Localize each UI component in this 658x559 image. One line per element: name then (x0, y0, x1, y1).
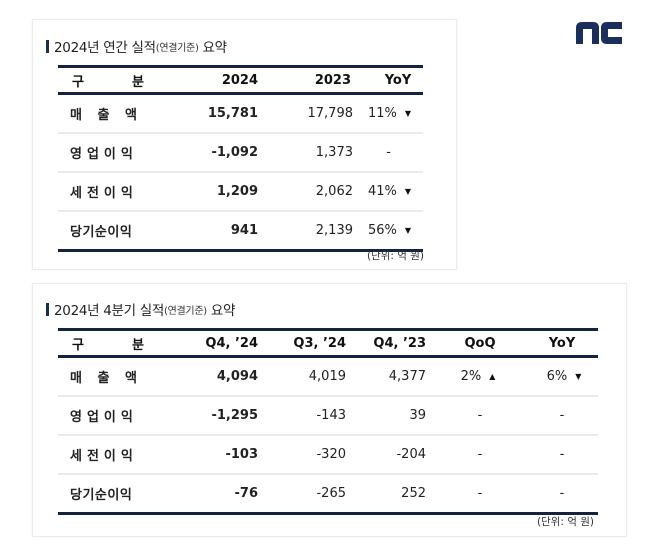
row-label: 매 출 액 (58, 93, 158, 134)
header-q4-24: Q4, ’24 (158, 328, 258, 358)
table-row: 영업이익 -1,295 -143 39 - - (58, 396, 598, 436)
down-arrow-icon: ▼ (404, 226, 411, 235)
unit-note: (단위: 억 원) (536, 516, 594, 528)
row-label: 세전이익 (58, 172, 158, 212)
row-label: 당기순이익 (58, 211, 158, 252)
down-arrow-icon: ▼ (404, 187, 411, 196)
table-row: 당기순이익 941 2,139 56% ▼ (58, 211, 423, 252)
row-label: 당기순이익 (58, 474, 158, 515)
table-row: 영업이익 -1,092 1,373 - (58, 133, 423, 173)
down-arrow-icon: ▼ (575, 372, 582, 381)
row-label: 세전이익 (58, 435, 158, 475)
annual-panel-title: 2024년 연간 실적 (연결기준) 요약 (46, 36, 227, 56)
header-2024: 2024 (158, 65, 258, 95)
row-label: 매 출 액 (58, 356, 158, 397)
title-marker (46, 39, 49, 53)
table-row: 세전이익 1,209 2,062 41% ▼ (58, 172, 423, 212)
unit-note: (단위: 억 원) (366, 250, 424, 262)
down-arrow-icon: ▼ (404, 109, 411, 118)
table-row: 세전이익 -103 -320 -204 - - (58, 435, 598, 475)
header-2023: 2023 (258, 65, 353, 95)
row-label: 영업이익 (58, 396, 158, 436)
up-arrow-icon: ▲ (489, 372, 496, 381)
title-marker (46, 302, 49, 316)
header-yoy: YoY (516, 328, 598, 358)
table-row: 매 출 액 15,781 17,798 11% ▼ (58, 93, 423, 134)
row-label: 영업이익 (58, 133, 158, 173)
header-qoq: QoQ (426, 328, 516, 358)
table-row: 매 출 액 4,094 4,019 4,377 2% ▲ 6% ▼ (58, 356, 598, 397)
nc-logo (576, 22, 622, 44)
header-yoy: YoY (353, 65, 423, 95)
header-q3-24: Q3, ’24 (258, 328, 346, 358)
quarterly-panel-title: 2024년 4분기 실적 (연결기준) 요약 (46, 299, 235, 319)
table-row: 당기순이익 -76 -265 252 - - (58, 474, 598, 515)
header-q4-23: Q4, ’23 (346, 328, 426, 358)
